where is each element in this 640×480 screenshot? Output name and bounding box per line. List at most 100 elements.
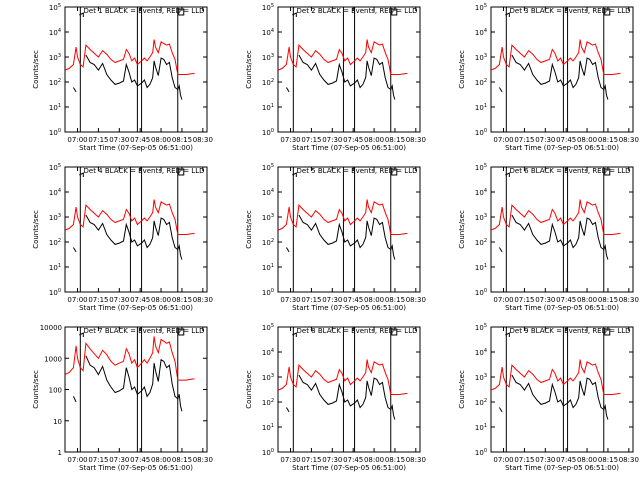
y-axis-label: Counts/sec — [458, 50, 466, 89]
plot-frame — [64, 6, 208, 133]
y-axis-label: Counts/sec — [32, 370, 40, 409]
x-axis-label: Start Time (07-Sep-05 06:51:00) — [292, 144, 406, 152]
y-tick-label: 100 — [262, 128, 274, 137]
x-tick-label: 08:15 — [385, 296, 405, 304]
series-lld-line — [277, 39, 408, 75]
panel-title: Det 1 BLACK = Events, RED = LLD — [84, 7, 205, 15]
y-tick-label: 101 — [49, 263, 61, 272]
x-tick-label: 07:45 — [556, 136, 576, 144]
x-tick-label: 07:15 — [301, 456, 321, 464]
x-tick-label: 08:00 — [151, 136, 171, 144]
x-tick-label: 07:45 — [556, 456, 576, 464]
series-lld-line — [277, 359, 408, 395]
panel-title: Det 4 BLACK = Events, RED = LLD — [84, 167, 205, 175]
panel-title: Det 7 BLACK = Events, RED = LLD — [84, 327, 205, 335]
marker-flag — [505, 12, 510, 17]
x-tick-label: 07:00 — [493, 136, 513, 144]
plot-frame — [277, 6, 421, 133]
x-tick-label: 08:15 — [172, 296, 192, 304]
series-events-line — [72, 87, 77, 93]
x-tick-label: 08:15 — [598, 136, 618, 144]
x-axis-label: Start Time (07-Sep-05 06:51:00) — [79, 304, 193, 312]
y-tick-label: 105 — [49, 3, 61, 12]
y-tick-label: 103 — [262, 213, 274, 222]
y-tick-label: 104 — [262, 348, 274, 357]
y-tick-label: 101 — [475, 423, 487, 432]
plot-frame — [490, 326, 634, 453]
x-tick-label: 07:45 — [343, 456, 363, 464]
marker-flag — [178, 168, 185, 176]
y-tick-label: 102 — [262, 78, 274, 87]
y-tick-label: 100 — [49, 128, 61, 137]
series-events-line — [72, 396, 77, 403]
x-tick-label: 07:30 — [535, 456, 555, 464]
x-tick-label: 07:30 — [109, 456, 129, 464]
plot-frame — [277, 166, 421, 293]
panel-title: Det 3 BLACK = Events, RED = LLD — [510, 7, 631, 15]
marker-flag — [292, 172, 297, 177]
marker-flag — [391, 8, 398, 16]
x-tick-label: 07:15 — [301, 136, 321, 144]
y-tick-label: 101 — [262, 263, 274, 272]
x-axis-label: Start Time (07-Sep-05 06:51:00) — [505, 304, 619, 312]
panel-title: Det 9 BLACK = Events, RED = LLD — [510, 327, 631, 335]
x-tick-label: 08:30 — [193, 296, 213, 304]
y-tick-label: 104 — [475, 348, 487, 357]
panel-title: Det 2 BLACK = Events, RED = LLD — [297, 7, 418, 15]
x-tick-label: 08:00 — [151, 296, 171, 304]
x-tick-label: 07:00 — [67, 136, 87, 144]
y-tick-label: 102 — [475, 238, 487, 247]
x-tick-label: 07:30 — [109, 136, 129, 144]
marker-flag — [505, 172, 510, 177]
x-tick-label: 07:30 — [535, 136, 555, 144]
series-lld-line — [64, 336, 195, 381]
x-tick-label: 08:15 — [598, 456, 618, 464]
y-axis-label: Counts/sec — [245, 210, 253, 249]
y-tick-label: 1 — [58, 449, 62, 457]
marker-flag — [604, 328, 611, 336]
y-tick-label: 101 — [475, 103, 487, 112]
y-tick-label: 102 — [49, 238, 61, 247]
y-tick-label: 105 — [49, 163, 61, 172]
x-tick-label: 08:00 — [577, 456, 597, 464]
series-lld-line — [64, 199, 195, 235]
x-tick-label: 08:30 — [193, 456, 213, 464]
x-tick-label: 07:00 — [493, 456, 513, 464]
y-axis-label: Counts/sec — [458, 210, 466, 249]
marker-flag — [604, 168, 611, 176]
panel-title: Det 6 BLACK = Events, RED = LLD — [510, 167, 631, 175]
series-lld-line — [490, 199, 621, 235]
marker-flag — [79, 332, 84, 337]
x-axis-label: Start Time (07-Sep-05 06:51:00) — [505, 464, 619, 472]
x-axis-label: Start Time (07-Sep-05 06:51:00) — [505, 144, 619, 152]
x-tick-label: 07:30 — [109, 296, 129, 304]
x-tick-label: 07:15 — [88, 456, 108, 464]
y-tick-label: 104 — [49, 188, 61, 197]
series-events-line — [285, 247, 290, 253]
x-tick-label: 08:15 — [598, 296, 618, 304]
series-lld-line — [490, 39, 621, 75]
x-tick-label: 07:00 — [67, 456, 87, 464]
y-tick-label: 105 — [262, 323, 274, 332]
panel-title: Det 5 BLACK = Events, RED = LLD — [297, 167, 418, 175]
x-tick-label: 07:45 — [343, 136, 363, 144]
x-tick-label: 07:15 — [514, 296, 534, 304]
y-tick-label: 105 — [262, 163, 274, 172]
x-tick-label: 07:30 — [280, 456, 300, 464]
x-tick-label: 08:00 — [364, 296, 384, 304]
x-tick-label: 08:30 — [193, 136, 213, 144]
y-tick-label: 105 — [475, 163, 487, 172]
x-tick-label: 07:30 — [322, 456, 342, 464]
series-events-line — [511, 374, 609, 420]
series-events-line — [498, 407, 503, 413]
series-events-line — [85, 54, 183, 100]
x-tick-label: 07:15 — [88, 296, 108, 304]
series-lld-line — [277, 199, 408, 235]
